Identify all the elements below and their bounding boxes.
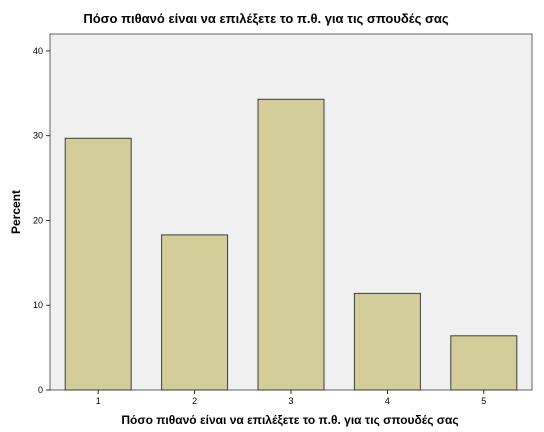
bar-4 [353,292,421,391]
x-tick-label: 3 [288,396,293,406]
y-tick-label: 30 [33,131,43,141]
bars-group [64,98,518,391]
bar-2 [161,234,229,391]
chart-title: Πόσο πιθανό είναι να επιλέξετε το π.θ. γ… [83,11,449,26]
bar-5 [450,335,518,391]
y-tick-label: 0 [38,385,43,395]
x-tick-label: 1 [96,396,101,406]
x-tick-label: 5 [481,396,486,406]
x-axis-label: Πόσο πιθανό είναι να επιλέξετε το π.θ. γ… [121,413,458,427]
bar-3 [257,98,325,391]
x-axis: 1 2 3 4 5 [96,390,486,406]
x-tick-label: 2 [192,396,197,406]
y-tick-label: 10 [33,300,43,310]
y-tick-label: 20 [33,215,43,225]
bar-1 [64,137,132,391]
y-axis-label: Percent [9,190,23,234]
y-tick-label: 40 [33,46,43,56]
y-axis: 0 10 20 30 40 [33,46,50,395]
x-tick-label: 4 [385,396,390,406]
